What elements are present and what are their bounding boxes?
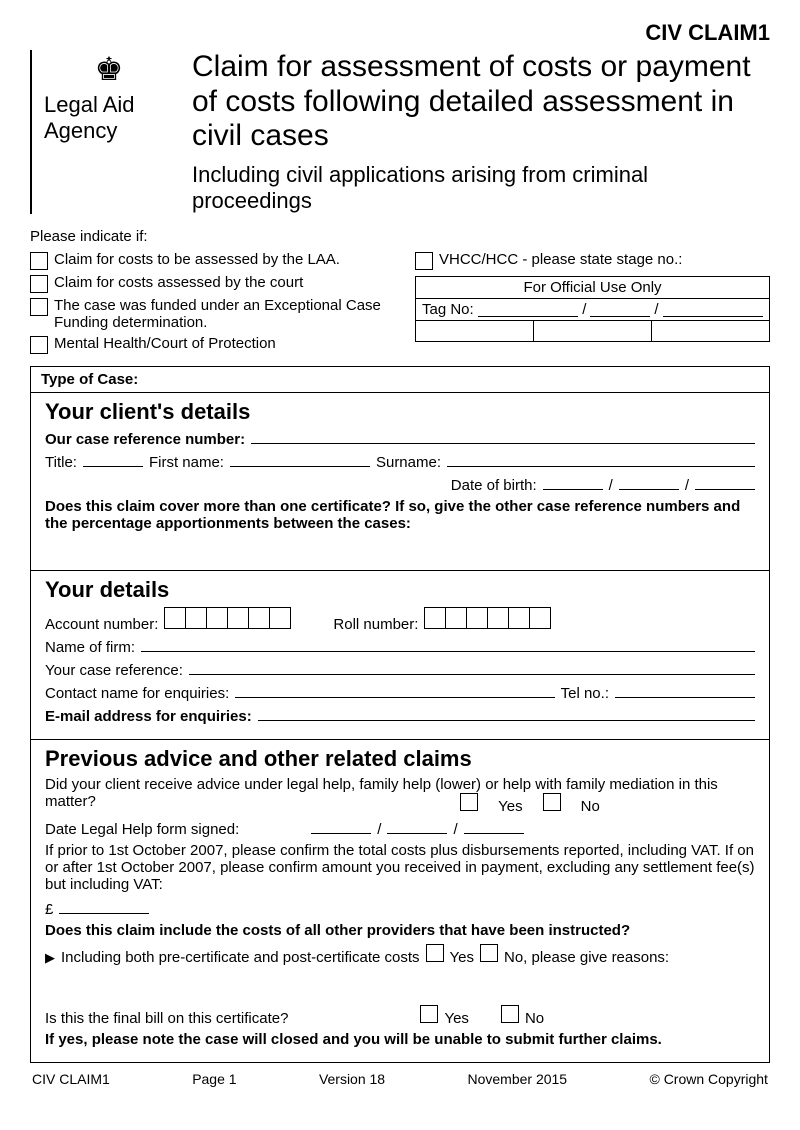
date-signed-field[interactable]	[311, 819, 371, 834]
tag-no-field[interactable]	[478, 302, 578, 317]
roll-boxes[interactable]	[424, 607, 551, 629]
checkbox-court[interactable]	[30, 275, 48, 293]
checkbox-mental-health[interactable]	[30, 336, 48, 354]
account-boxes[interactable]	[164, 607, 291, 629]
firm-label: Name of firm:	[45, 639, 135, 656]
tag-no-field[interactable]	[590, 302, 650, 317]
final-bill-note: If yes, please note the case will closed…	[45, 1031, 755, 1048]
email-field[interactable]	[258, 706, 755, 721]
form-id-top: CIV CLAIM1	[30, 20, 770, 46]
footer-version: Version 18	[319, 1071, 385, 1087]
surname-label: Surname:	[376, 454, 441, 471]
email-label: E-mail address for enquiries:	[45, 708, 252, 725]
previous-advice-heading: Previous advice and other related claims	[45, 746, 755, 772]
your-details-heading: Your details	[45, 577, 755, 603]
crest-icon: ♚	[44, 50, 174, 88]
firstname-label: First name:	[149, 454, 224, 471]
dob-field[interactable]	[695, 475, 755, 490]
firm-field[interactable]	[141, 637, 755, 652]
amount-field[interactable]	[59, 899, 149, 914]
dob-field[interactable]	[543, 475, 603, 490]
checkbox-yes[interactable]	[460, 793, 478, 811]
multi-cert-question: Does this claim cover more than one cert…	[45, 498, 755, 532]
providers-sub: Including both pre-certificate and post-…	[61, 949, 420, 966]
contact-field[interactable]	[235, 683, 554, 698]
your-case-ref-label: Your case reference:	[45, 662, 183, 679]
page-title: Claim for assessment of costs or payment…	[192, 50, 770, 154]
firstname-field[interactable]	[230, 452, 370, 467]
check-label: Claim for costs to be assessed by the LA…	[54, 251, 340, 268]
your-case-ref-field[interactable]	[189, 660, 755, 675]
account-label: Account number:	[45, 616, 158, 633]
yes-label: Yes	[444, 1010, 468, 1027]
checkbox-ecf[interactable]	[30, 298, 48, 316]
case-ref-field[interactable]	[251, 429, 755, 444]
case-ref-label: Our case reference number:	[45, 431, 245, 448]
check-label: Mental Health/Court of Protection	[54, 335, 276, 352]
agency-logo-block: ♚ Legal Aid Agency	[30, 50, 174, 214]
dob-label: Date of birth:	[451, 477, 537, 494]
checkbox-no[interactable]	[543, 793, 561, 811]
advice-question: Did your client receive advice under leg…	[45, 776, 755, 810]
tel-label: Tel no.:	[561, 685, 609, 702]
yes-label: Yes	[498, 798, 522, 815]
date-signed-label: Date Legal Help form signed:	[45, 821, 239, 838]
footer-id: CIV CLAIM1	[32, 1071, 110, 1087]
no-reasons-label: No, please give reasons:	[504, 949, 669, 966]
no-label: No	[581, 798, 600, 815]
date-signed-field[interactable]	[387, 819, 447, 834]
indicate-label: Please indicate if:	[30, 228, 770, 245]
vat-question: If prior to 1st October 2007, please con…	[45, 842, 755, 893]
type-of-case-label: Type of Case:	[31, 367, 769, 393]
contact-label: Contact name for enquiries:	[45, 685, 229, 702]
check-label: VHCC/HCC - please state stage no.:	[439, 251, 682, 268]
pound-label: £	[45, 901, 53, 918]
checkbox-vhcc[interactable]	[415, 252, 433, 270]
client-details-heading: Your client's details	[45, 399, 755, 425]
arrow-icon: ▶	[45, 950, 55, 966]
roll-label: Roll number:	[333, 616, 418, 633]
check-label: Claim for costs assessed by the court	[54, 274, 303, 291]
official-header: For Official Use Only	[416, 277, 769, 298]
tag-no-label: Tag No:	[422, 301, 474, 318]
official-use-box: For Official Use Only Tag No://	[415, 276, 770, 342]
checkbox-no[interactable]	[480, 944, 498, 962]
no-label: No	[525, 1010, 544, 1027]
yes-label: Yes	[450, 949, 474, 966]
tel-field[interactable]	[615, 683, 755, 698]
checkbox-yes[interactable]	[420, 1005, 438, 1023]
final-bill-question: Is this the final bill on this certifica…	[45, 1010, 288, 1027]
page-subtitle: Including civil applications arising fro…	[192, 162, 770, 214]
dob-field[interactable]	[619, 475, 679, 490]
tag-no-field[interactable]	[663, 302, 763, 317]
checkbox-laa[interactable]	[30, 252, 48, 270]
checkbox-yes[interactable]	[426, 944, 444, 962]
date-signed-field[interactable]	[464, 819, 524, 834]
checkbox-no[interactable]	[501, 1005, 519, 1023]
agency-name: Legal Aid Agency	[44, 92, 174, 145]
footer-page: Page 1	[192, 1071, 236, 1087]
providers-question: Does this claim include the costs of all…	[45, 922, 755, 939]
title-label: Title:	[45, 454, 77, 471]
title-field[interactable]	[83, 452, 143, 467]
surname-field[interactable]	[447, 452, 755, 467]
check-label: The case was funded under an Exceptional…	[54, 297, 385, 331]
footer-date: November 2015	[467, 1071, 567, 1087]
footer-copyright: © Crown Copyright	[649, 1071, 767, 1087]
